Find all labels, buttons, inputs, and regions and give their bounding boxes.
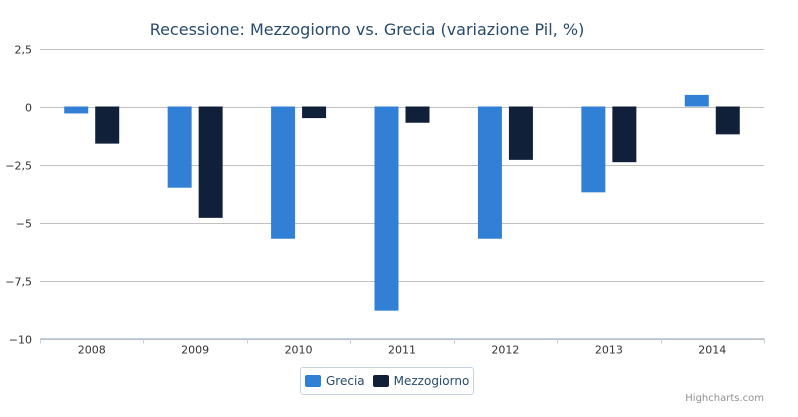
y-tick-label: −7,5	[5, 276, 32, 289]
bar-mezzogiorno-2012[interactable]	[508, 106, 533, 160]
bar-layer	[64, 94, 740, 311]
y-tick-label: 2,5	[15, 44, 33, 57]
bar-grecia-2012[interactable]	[477, 106, 502, 239]
bar-mezzogiorno-2014[interactable]	[715, 106, 740, 135]
x-tick-label: 2012	[491, 344, 519, 357]
bar-grecia-2013[interactable]	[581, 106, 606, 193]
legend-label-grecia: Grecia	[326, 374, 365, 388]
legend-swatch-mezzogiorno	[372, 375, 389, 387]
credits-link[interactable]: Highcharts.com	[685, 393, 764, 404]
bar-mezzogiorno-2013[interactable]	[612, 106, 637, 163]
legend-item-grecia[interactable]: Grecia	[305, 374, 365, 388]
x-tick-label: 2009	[181, 344, 209, 357]
x-tick-label: 2011	[388, 344, 416, 357]
bar-mezzogiorno-2009[interactable]	[198, 106, 223, 218]
legend: Grecia Mezzogiorno	[300, 367, 474, 395]
x-tick-label: 2008	[78, 344, 106, 357]
bar-grecia-2010[interactable]	[271, 106, 296, 239]
y-tick-label: 0	[25, 102, 32, 115]
y-tick-label: −2,5	[5, 160, 32, 173]
legend-label-mezzogiorno: Mezzogiorno	[393, 374, 470, 388]
bar-mezzogiorno-2008[interactable]	[95, 106, 120, 144]
bar-grecia-2008[interactable]	[64, 106, 89, 114]
x-tick-label: 2010	[285, 344, 313, 357]
grid-layer	[40, 49, 764, 340]
x-tick-label: 2013	[595, 344, 623, 357]
x-tick-label: 2014	[698, 344, 726, 357]
bar-grecia-2009[interactable]	[167, 106, 192, 188]
axis-layer: 2,5 0 −2,5 −5 −7,5 −10 2008 2009 2010 2011 2012 201…	[5, 44, 765, 357]
y-tick-label: −5	[16, 218, 32, 231]
chart-title: Recessione: Mezzogiorno vs. Grecia (vari…	[150, 20, 585, 39]
bar-grecia-2011[interactable]	[374, 106, 399, 311]
y-tick-label: −10	[9, 334, 32, 347]
bar-mezzogiorno-2010[interactable]	[302, 106, 327, 119]
legend-item-mezzogiorno[interactable]: Mezzogiorno	[372, 374, 470, 388]
bar-grecia-2014[interactable]	[684, 94, 709, 107]
bar-mezzogiorno-2011[interactable]	[405, 106, 430, 123]
legend-swatch-grecia	[305, 375, 321, 387]
